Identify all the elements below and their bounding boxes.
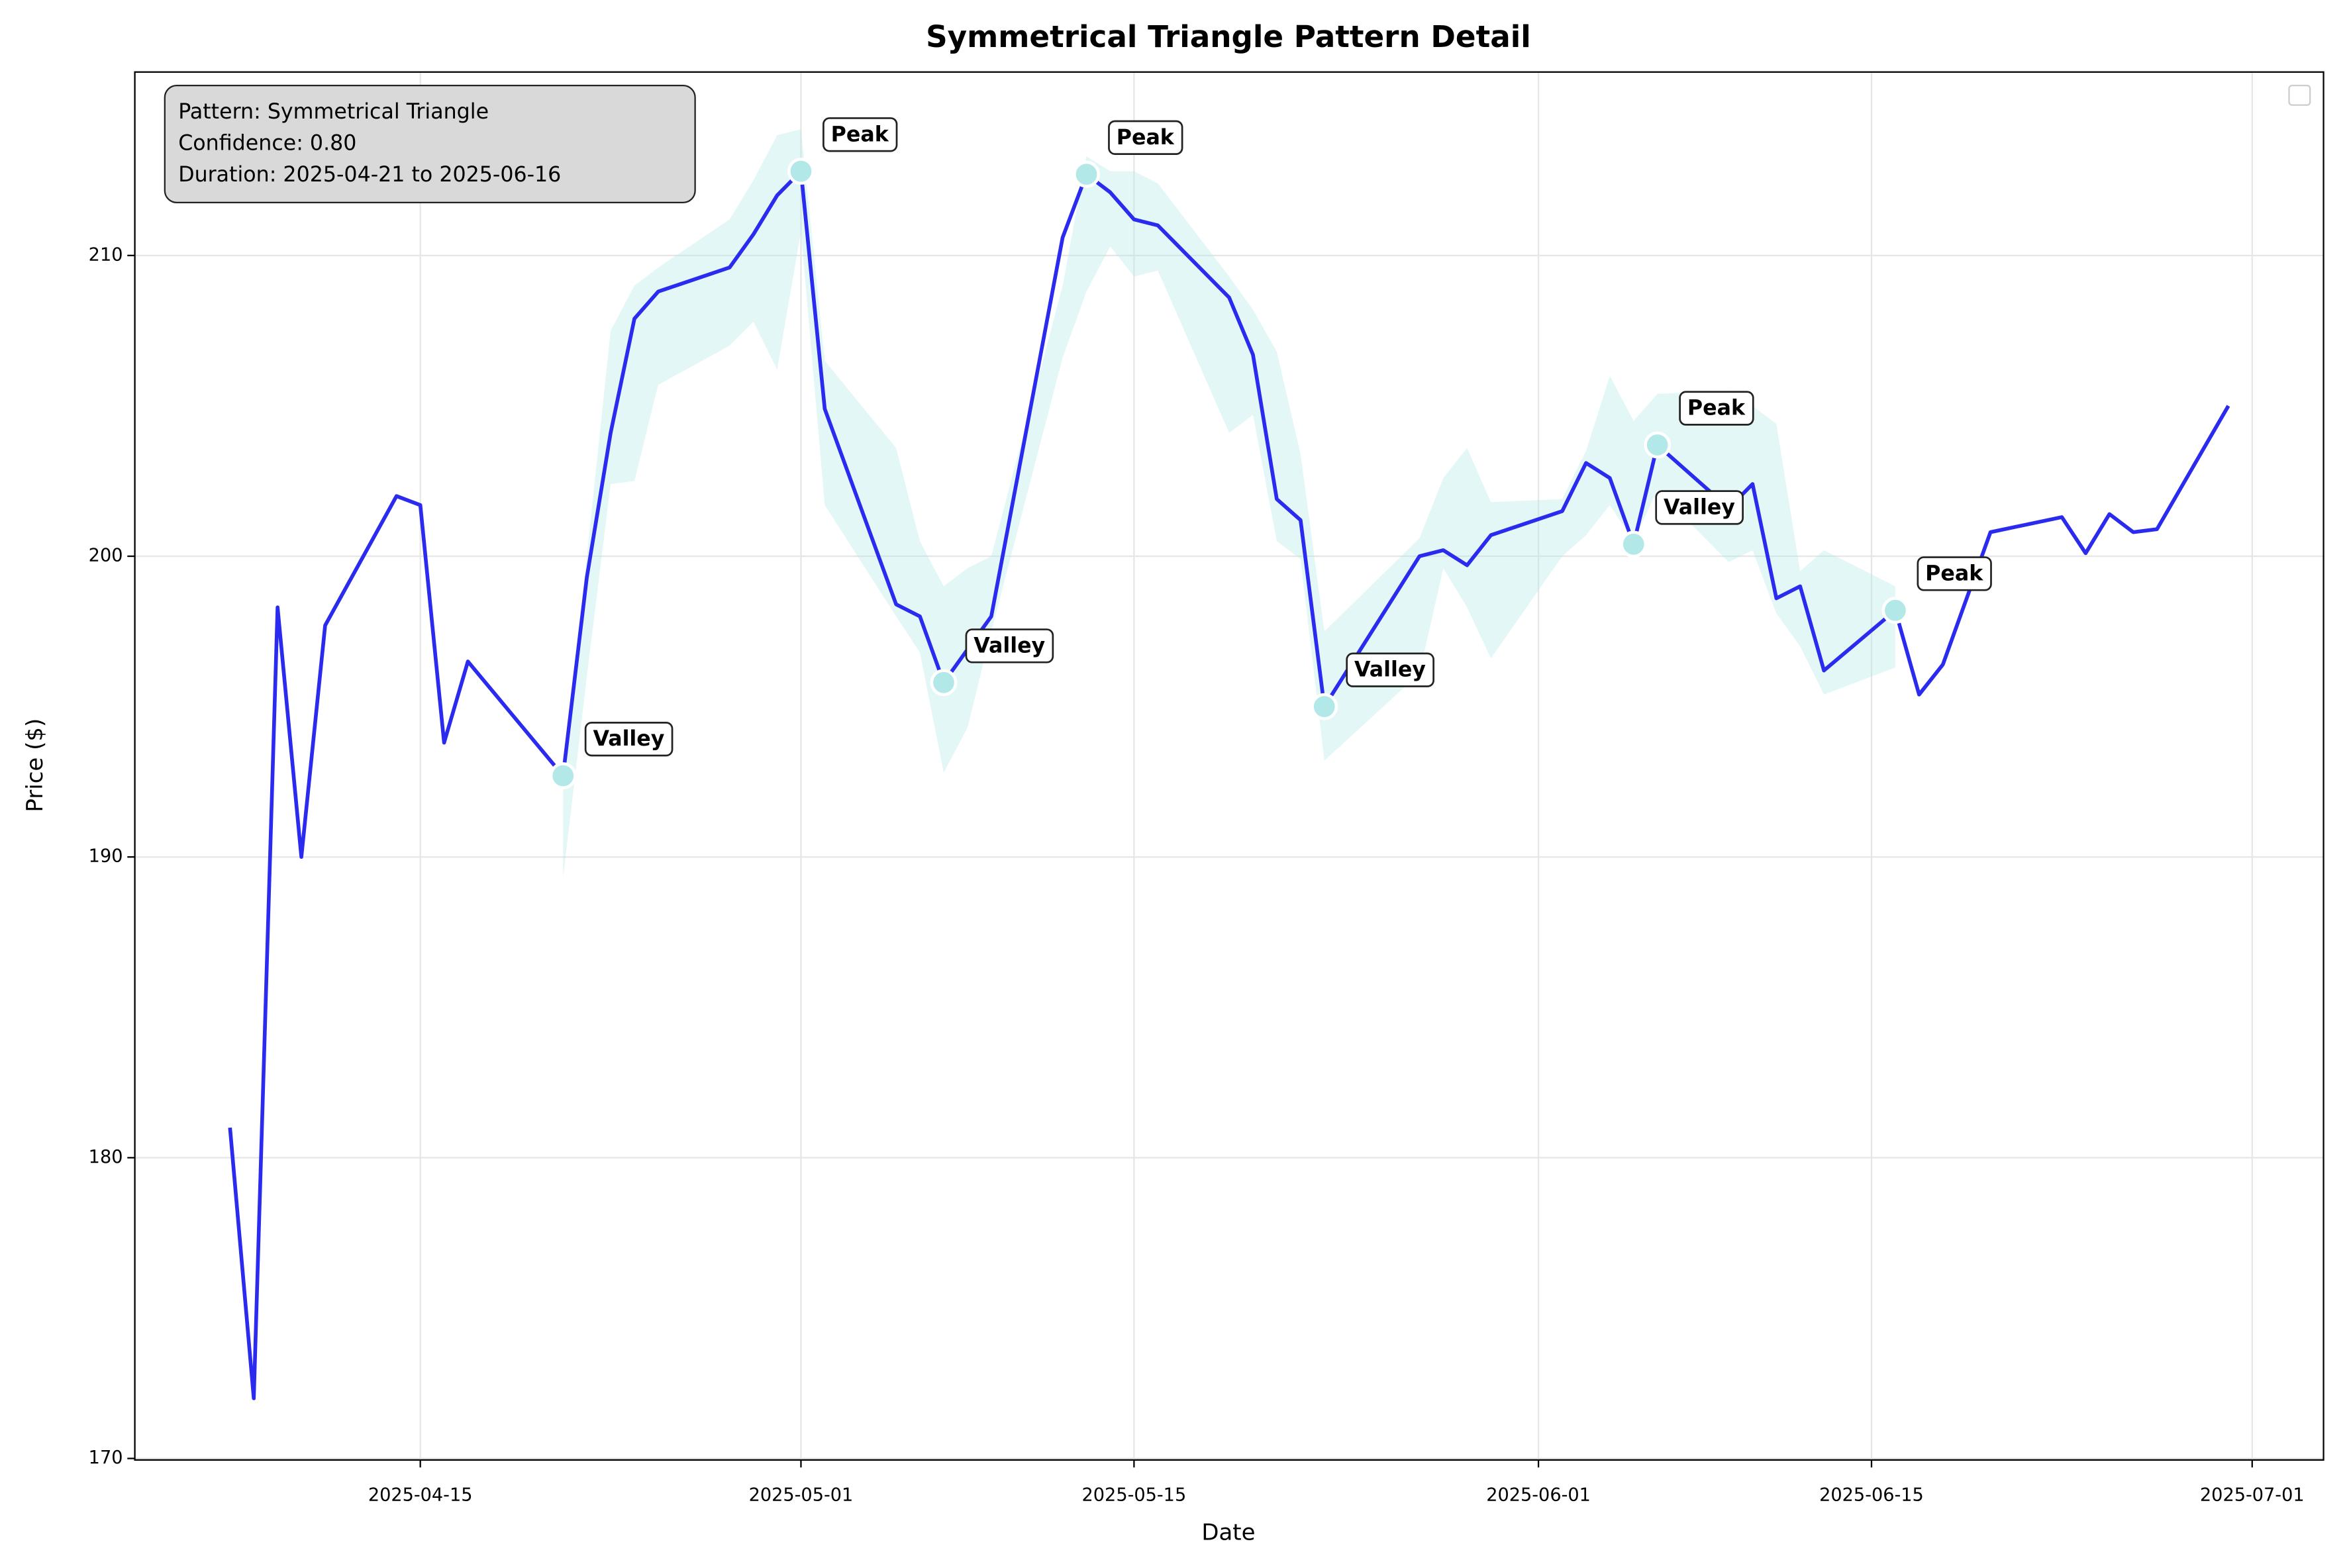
- point-annotation: Valley: [965, 628, 1054, 663]
- x-tick-label: 2025-05-01: [749, 1485, 854, 1506]
- point-annotation: Valley: [1346, 652, 1434, 687]
- point-annotation: Valley: [584, 722, 674, 757]
- annotation-box: [1917, 556, 1992, 591]
- annotation-box: [1346, 652, 1434, 687]
- y-axis-label: Price ($): [22, 718, 48, 812]
- annotation-box: [1108, 120, 1183, 155]
- plot-area: Valley Peak Valley Peak Valley Valley Peak Peak: [228, 117, 2230, 1400]
- info-box: [164, 85, 696, 204]
- pattern-point: [1311, 693, 1338, 720]
- annotation-label: Valley: [593, 727, 664, 751]
- y-tick-label: 190: [89, 846, 123, 867]
- pattern-point: [1644, 431, 1672, 459]
- annotation-label: Valley: [974, 634, 1045, 658]
- x-tick-label: 2025-06-01: [1486, 1485, 1591, 1506]
- x-axis-label: Date: [1201, 1519, 1255, 1545]
- annotation-label: Valley: [1664, 495, 1735, 519]
- chart-title: Symmetrical Triangle Pattern Detail: [926, 19, 1531, 54]
- pattern-point: [1073, 160, 1100, 188]
- grid: [134, 72, 2324, 1460]
- point-annotation: Valley: [1655, 490, 1744, 525]
- annotation-box: [1655, 490, 1744, 525]
- pattern-point: [930, 669, 958, 697]
- annotation-box: [1679, 391, 1754, 426]
- annotation-label: Peak: [1687, 397, 1746, 420]
- point-annotation: Peak: [1917, 556, 1992, 591]
- point-annotation: Peak: [1679, 391, 1754, 426]
- price-line: [228, 169, 2230, 1400]
- info-text: Duration: 2025-04-21 to 2025-06-16: [178, 163, 561, 187]
- annotation-box: [584, 722, 674, 757]
- annotation-label: Peak: [1117, 126, 1175, 150]
- annotation-box: [823, 117, 898, 152]
- x-tick-label: 2025-05-15: [1082, 1485, 1187, 1506]
- info-text: Confidence: 0.80: [178, 132, 356, 156]
- annotation-label: Peak: [1925, 562, 1983, 585]
- legend-box: [2288, 85, 2311, 106]
- pattern-point: [1620, 530, 1648, 558]
- point-annotation: Peak: [1108, 120, 1183, 155]
- y-tick-label: 180: [89, 1147, 123, 1167]
- x-tick-label: 2025-06-15: [1819, 1485, 1924, 1506]
- x-tick-label: 2025-04-15: [368, 1485, 473, 1506]
- annotation-box: [965, 628, 1054, 663]
- pattern-point: [787, 158, 815, 185]
- band-area: [563, 129, 1895, 878]
- info-text: Pattern: Symmetrical Triangle: [178, 100, 489, 124]
- y-tick-label: 210: [89, 244, 123, 265]
- y-tick-label: 170: [89, 1447, 123, 1468]
- x-tick-label: 2025-07-01: [2200, 1485, 2305, 1506]
- annotation-label: Valley: [1354, 658, 1426, 682]
- pattern-point: [1881, 597, 1909, 624]
- annotation-label: Peak: [831, 122, 889, 146]
- point-annotation: Peak: [823, 117, 898, 152]
- axes-frame: [134, 71, 2324, 1461]
- pattern-point: [549, 762, 577, 789]
- y-tick-label: 200: [89, 545, 123, 565]
